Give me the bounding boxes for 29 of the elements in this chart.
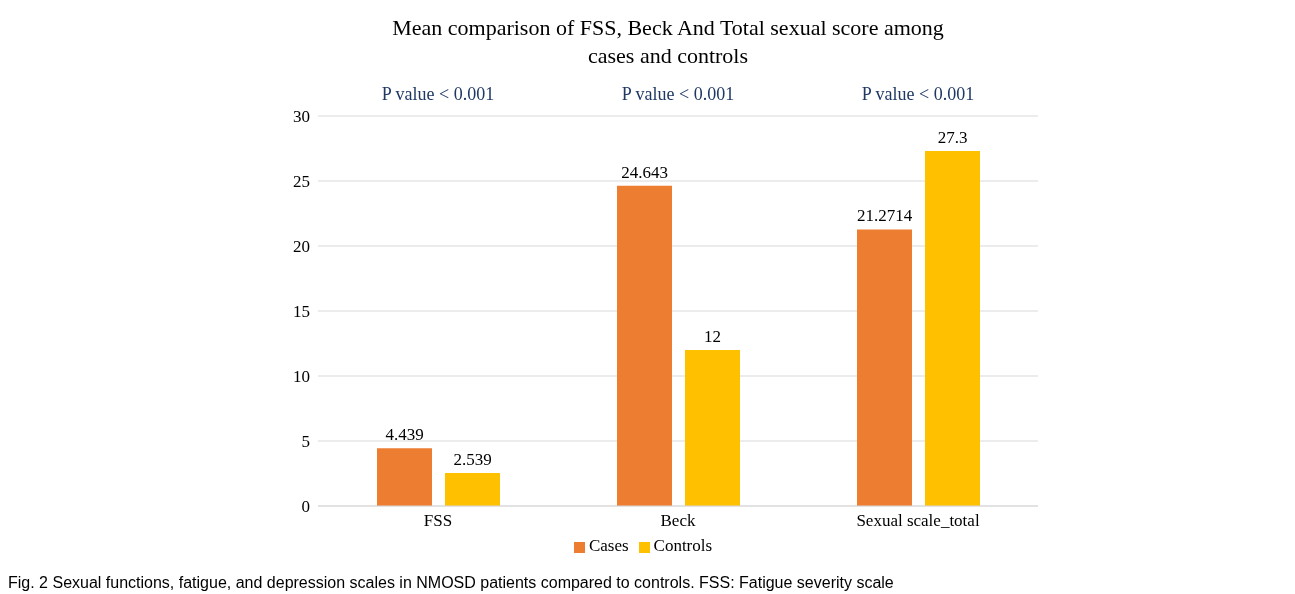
y-tick-label: 10 — [293, 367, 310, 387]
text: P value < 0.001 — [620, 84, 736, 105]
y-tick-label: 20 — [293, 237, 310, 257]
text: P value < 0.001 — [380, 84, 496, 105]
data-label: 2.539 — [453, 449, 492, 469]
y-tick-label: 25 — [293, 172, 310, 192]
x-tick-label: Sexual scale_total — [856, 511, 980, 531]
bar — [685, 350, 740, 506]
bar — [617, 185, 672, 506]
y-tick-label: 15 — [293, 302, 310, 322]
legend-label: Cases — [588, 536, 629, 555]
data-label: 4.439 — [385, 425, 424, 445]
caption: Fig. 2 Sexual functions, fatigue, and depression scales in NMOSD patients compared to controls. FSS: Fatigue severity scale — [8, 574, 894, 592]
data-label: 12 — [704, 327, 721, 346]
bar — [925, 151, 980, 506]
bar — [445, 472, 500, 506]
data-label: 27.3 — [937, 128, 968, 148]
data-label: 24.643 — [621, 162, 668, 182]
text: P value < 0.001 — [860, 84, 976, 105]
legend-label: Controls — [653, 536, 713, 555]
bar — [377, 448, 432, 506]
x-tick-label: Beck — [660, 511, 696, 531]
data-label: 21.2714 — [856, 206, 913, 226]
x-tick-label: FSS — [423, 511, 453, 531]
chart-title: Mean comparison of FSS, Beck And Total sexual score among cases and controls — [391, 14, 945, 70]
y-tick-label: 0 — [301, 497, 310, 517]
bar — [857, 229, 912, 506]
y-tick-label: 5 — [301, 432, 310, 452]
y-tick-label: 30 — [293, 107, 310, 127]
